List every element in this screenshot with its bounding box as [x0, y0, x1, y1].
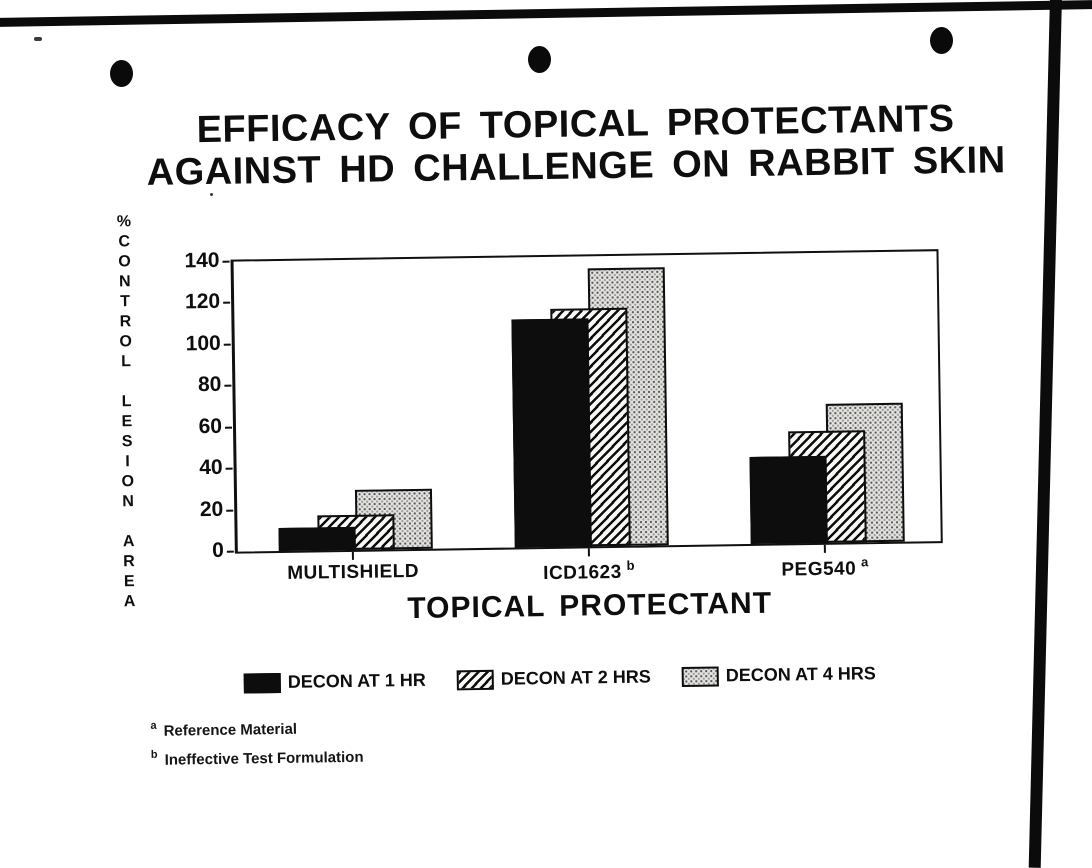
y-tick-mark-60 — [224, 426, 233, 429]
y-tick-label-20: 20 — [199, 497, 224, 521]
y-axis-title-char: R — [119, 313, 132, 331]
y-tick-label-60: 60 — [198, 414, 223, 438]
y-tick-label-140: 140 — [184, 248, 220, 273]
y-tick-mark-0 — [226, 550, 234, 553]
plot-area — [230, 249, 943, 554]
y-axis-title-char: N — [122, 493, 134, 511]
y-axis-title-char: I — [125, 453, 130, 471]
y-axis-title-char: E — [123, 573, 135, 591]
y-axis-title-char: O — [121, 473, 135, 491]
binder-hole-1 — [110, 60, 133, 87]
category-label-multishield: MULTISHIELD — [287, 560, 420, 584]
y-tick-label-80: 80 — [197, 373, 222, 397]
legend-item-2: DECON AT 2 HRS — [456, 666, 651, 690]
legend-label: DECON AT 2 HRS — [500, 666, 651, 689]
chart-title: EFFICACY OF TOPICAL PROTECTANTS AGAINST … — [35, 96, 1092, 196]
y-tick-mark-20 — [226, 509, 234, 512]
category-multishield: MULTISHIELD — [233, 560, 473, 586]
legend-swatch-solid-black — [243, 672, 281, 694]
legend-swatch-diagonal-hatch — [456, 669, 494, 690]
legend-label: DECON AT 1 HR — [287, 669, 426, 692]
y-axis-title-char: O — [119, 333, 133, 351]
x-axis-title: TOPICAL PROTECTANT — [407, 586, 773, 626]
category-label-icd1623: ICD1623 — [543, 561, 622, 585]
legend: DECON AT 1 HR DECON AT 2 HRS DECON AT 4 HR… — [243, 663, 876, 694]
x-tick-mark-peg540 — [823, 544, 826, 553]
legend-item-1: DECON AT 1 HR — [243, 669, 426, 694]
footnote-marker-b: b — [150, 748, 158, 761]
bar-multishield-decon-at-1-hr — [278, 526, 356, 551]
y-axis-ticks: 0 20 40 60 80 100 120 140 — [0, 0, 1086, 562]
scan-speck-1 — [34, 37, 42, 41]
category-label-peg540: PEG540 — [781, 558, 857, 581]
category-superscript-a: a — [861, 554, 869, 570]
y-axis-title-char: L — [120, 353, 132, 371]
category-peg540: PEG540 a — [705, 553, 945, 583]
binder-hole-3 — [930, 27, 953, 54]
footnote-b: b Ineffective Test Formulation — [151, 746, 364, 769]
y-axis-title-char: A — [123, 593, 136, 611]
y-tick-mark-80 — [224, 384, 232, 388]
x-tick-mark-icd1623 — [587, 548, 590, 557]
y-axis-title-char: A — [122, 533, 135, 551]
footnote-a: a Reference Material — [150, 717, 363, 740]
y-tick-mark-140 — [222, 260, 230, 263]
y-tick-mark-100 — [223, 343, 231, 346]
binder-hole-2 — [528, 46, 551, 73]
y-axis-title-char: T — [120, 293, 131, 311]
legend-item-3: DECON AT 4 HRS — [681, 663, 876, 687]
x-axis-ticks — [0, 0, 1086, 560]
y-axis-title-char: S — [121, 433, 133, 451]
footnotes: a Reference Material b Ineffective Test For… — [150, 717, 363, 778]
footnote-marker-a: a — [150, 719, 157, 732]
y-tick-mark-120 — [223, 302, 231, 305]
y-tick-label-40: 40 — [199, 455, 223, 480]
legend-swatch-dotted-gray — [681, 665, 719, 687]
bar-icd1623-decon-at-1-hr — [511, 318, 592, 548]
x-axis-category-labels: MULTISHIELD ICD1623 b PEG540 a — [0, 0, 1086, 584]
bar-peg540-decon-at-1-hr — [749, 455, 828, 544]
category-icd1623: ICD1623 b — [469, 557, 709, 587]
y-axis-title-char: % — [116, 213, 132, 231]
category-superscript-b: b — [626, 557, 636, 573]
y-axis-title-char: R — [123, 553, 135, 571]
y-axis-title-char: N — [118, 273, 131, 291]
y-axis-title-char: O — [118, 253, 131, 271]
footnote-text: Ineffective Test Formulation — [164, 748, 364, 769]
y-tick-label-120: 120 — [184, 290, 221, 314]
legend-label: DECON AT 4 HRS — [725, 663, 876, 686]
footnote-text: Reference Material — [163, 720, 298, 740]
y-axis-title-char: E — [121, 413, 133, 431]
y-axis-title-char: L — [121, 393, 132, 411]
y-tick-label-0: 0 — [211, 538, 224, 562]
y-axis-title: % C O N T R O L L E S I O N A R E A — [109, 212, 145, 612]
y-tick-label-100: 100 — [185, 331, 221, 356]
y-axis-title-char: C — [118, 233, 131, 251]
scan-speck-2 — [210, 193, 213, 196]
x-tick-mark-multishield — [351, 551, 354, 560]
y-tick-mark-40 — [225, 467, 233, 470]
